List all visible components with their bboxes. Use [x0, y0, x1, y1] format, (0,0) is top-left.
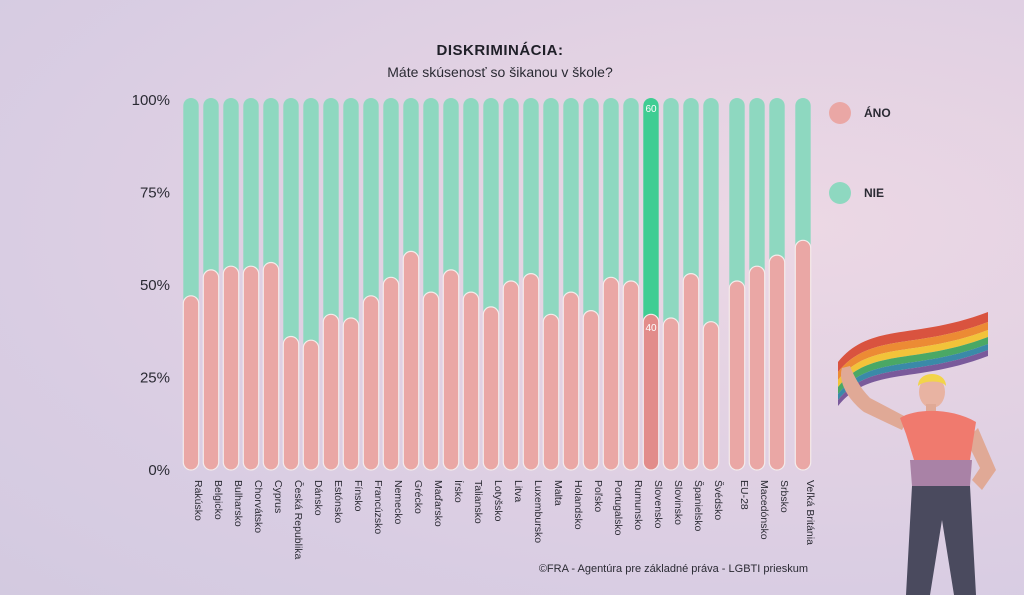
bar-ano: [402, 250, 420, 471]
bar-ano: [282, 335, 300, 471]
x-tick-label: Macedónsko: [758, 480, 770, 540]
bar-ano: [682, 273, 700, 471]
x-tick-label: Taliansko: [472, 480, 484, 524]
bar-ano: [342, 317, 360, 471]
legend-swatch-nie: [829, 182, 851, 204]
bar-ano: [794, 239, 812, 471]
bar-ano: [462, 291, 480, 471]
legend-item-ano: ÁNO: [829, 102, 891, 124]
bar-ano: [202, 269, 220, 471]
bar-ano: [222, 265, 240, 471]
bar-ano: [242, 265, 260, 471]
bar-ano: [642, 313, 660, 471]
x-tick-label: Dánsko: [312, 480, 324, 516]
x-tick-label: Švédsko: [712, 480, 725, 520]
x-tick-label: Rumunsko: [632, 480, 644, 530]
x-tick-label: Írsko: [452, 480, 465, 503]
x-tick-label: Fínsko: [352, 480, 364, 512]
bar-ano: [582, 310, 600, 471]
data-label: 40: [645, 323, 657, 334]
bar-ano: [748, 265, 766, 471]
x-tick-label: Česká Republika: [292, 480, 305, 560]
data-label: 60: [645, 104, 657, 115]
x-tick-label: Chorvátsko: [252, 480, 264, 533]
person-with-rainbow-flag-illustration: [838, 312, 996, 595]
bar-ano: [602, 276, 620, 471]
bar-ano: [768, 254, 786, 471]
bar-ano: [502, 280, 520, 471]
bar-ano: [182, 295, 200, 471]
x-tick-label: Španielsko: [692, 480, 705, 532]
bar-ano: [522, 273, 540, 471]
legend-label-nie: NIE: [864, 186, 885, 200]
bar-ano: [542, 313, 560, 471]
x-tick-label: EU-28: [738, 480, 750, 510]
bar-ano: [662, 317, 680, 471]
bar-ano: [302, 339, 320, 471]
bar-ano: [382, 276, 400, 471]
x-tick-label: Srbsko: [778, 480, 790, 513]
bar-ano: [622, 280, 640, 471]
x-tick-label: Grécko: [412, 480, 424, 514]
x-tick-label: Holandsko: [572, 480, 584, 530]
x-tick-label: Portugalsko: [612, 480, 624, 536]
bar-ano: [322, 313, 340, 471]
bar-ano: [562, 291, 580, 471]
legend-swatch-ano: [829, 102, 851, 124]
x-tick-label: Slovinsko: [672, 480, 684, 525]
source-credit: ©FRA - Agentúra pre základné práva - LGB…: [538, 563, 808, 575]
x-tick-label: Cyprus: [272, 480, 284, 513]
x-tick-label: Veľká Británia: [804, 480, 816, 545]
person: [840, 366, 996, 595]
y-tick-label: 75%: [140, 185, 170, 202]
legend-label-ano: ÁNO: [864, 106, 891, 120]
x-tick-label: Luxembursko: [532, 480, 544, 543]
y-tick-label: 50%: [140, 277, 170, 294]
bar-ano: [262, 261, 280, 471]
y-tick-label: 0%: [148, 462, 170, 479]
rainbow-flag: [838, 312, 988, 406]
chart-title: DISKRIMINÁCIA:: [436, 42, 564, 59]
y-tick-label: 25%: [140, 370, 170, 387]
bar-ano: [728, 280, 746, 471]
x-tick-label: Belgicko: [212, 480, 224, 520]
x-tick-label: Francúzsko: [372, 480, 384, 534]
x-tick-label: Poľsko: [592, 480, 604, 512]
x-tick-label: Bulharsko: [232, 480, 244, 527]
x-tick-label: Estónsko: [332, 480, 344, 523]
x-tick-label: Litva: [512, 480, 524, 502]
bar-ano: [422, 291, 440, 471]
bar-ano: [482, 306, 500, 471]
x-tick-label: Slovensko: [652, 480, 664, 529]
x-tick-label: Lotyšsko: [492, 480, 504, 522]
y-tick-label: 100%: [132, 92, 170, 109]
bar-ano: [362, 295, 380, 471]
x-tick-label: Nemecko: [392, 480, 404, 525]
legend-item-nie: NIE: [829, 182, 884, 204]
x-tick-label: Rakúsko: [192, 480, 204, 521]
bar-ano: [702, 321, 720, 471]
chart-subtitle: Máte skúsenosť so šikanou v škole?: [387, 64, 613, 80]
x-tick-label: Maďarsko: [432, 480, 444, 527]
x-tick-label: Malta: [552, 480, 564, 506]
bar-ano: [442, 269, 460, 471]
